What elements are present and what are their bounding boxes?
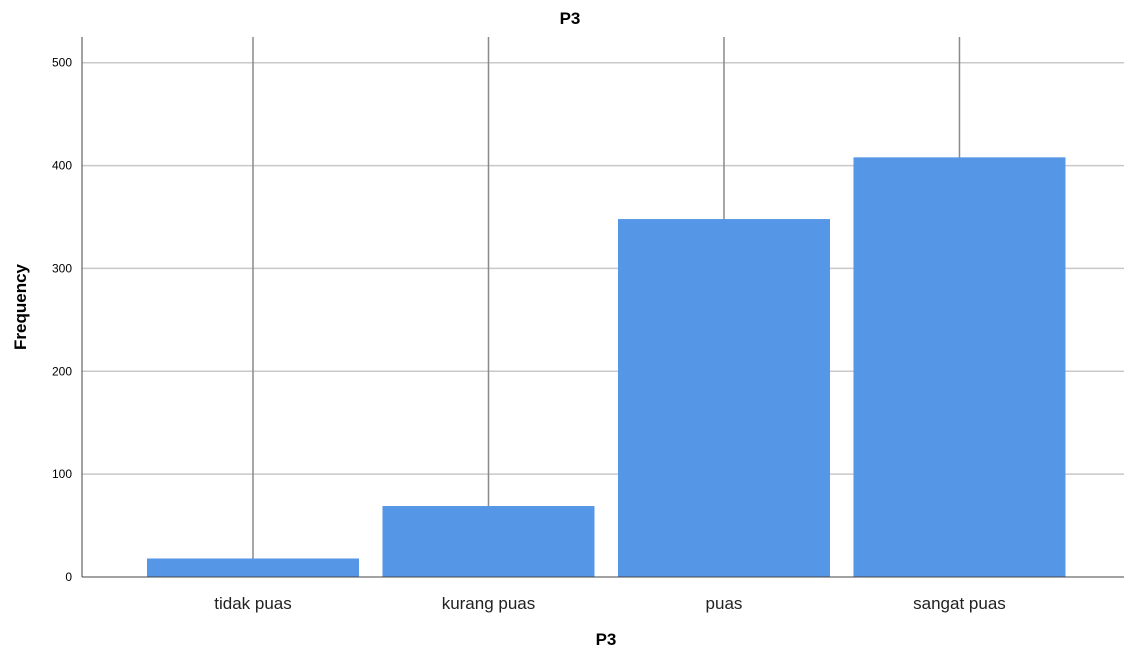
chart-title: P3	[560, 9, 581, 28]
x-tick-label: puas	[706, 594, 743, 613]
x-tick-label: kurang puas	[442, 594, 536, 613]
x-axis-title: P3	[596, 630, 617, 649]
axes	[81, 37, 1124, 578]
x-tick-labels: tidak puas kurang puas puas sangat puas	[214, 594, 1006, 613]
bar-puas	[617, 219, 830, 578]
y-tick-labels: 0 100 200 300 400 500	[52, 56, 72, 584]
bar-sangat-puas	[853, 157, 1066, 578]
bar-kurang-puas	[382, 506, 595, 577]
y-tick-label: 500	[52, 56, 72, 70]
x-tick-label: tidak puas	[214, 594, 292, 613]
y-tick-label: 300	[52, 261, 72, 275]
bars	[147, 157, 1066, 578]
y-tick-label: 0	[65, 570, 72, 584]
y-tick-label: 200	[52, 364, 72, 378]
y-tick-label: 400	[52, 159, 72, 173]
y-axis-title: Frequency	[11, 263, 30, 350]
y-tick-label: 100	[52, 467, 72, 481]
x-tick-label: sangat puas	[913, 594, 1006, 613]
bar-tidak-puas	[147, 558, 359, 577]
